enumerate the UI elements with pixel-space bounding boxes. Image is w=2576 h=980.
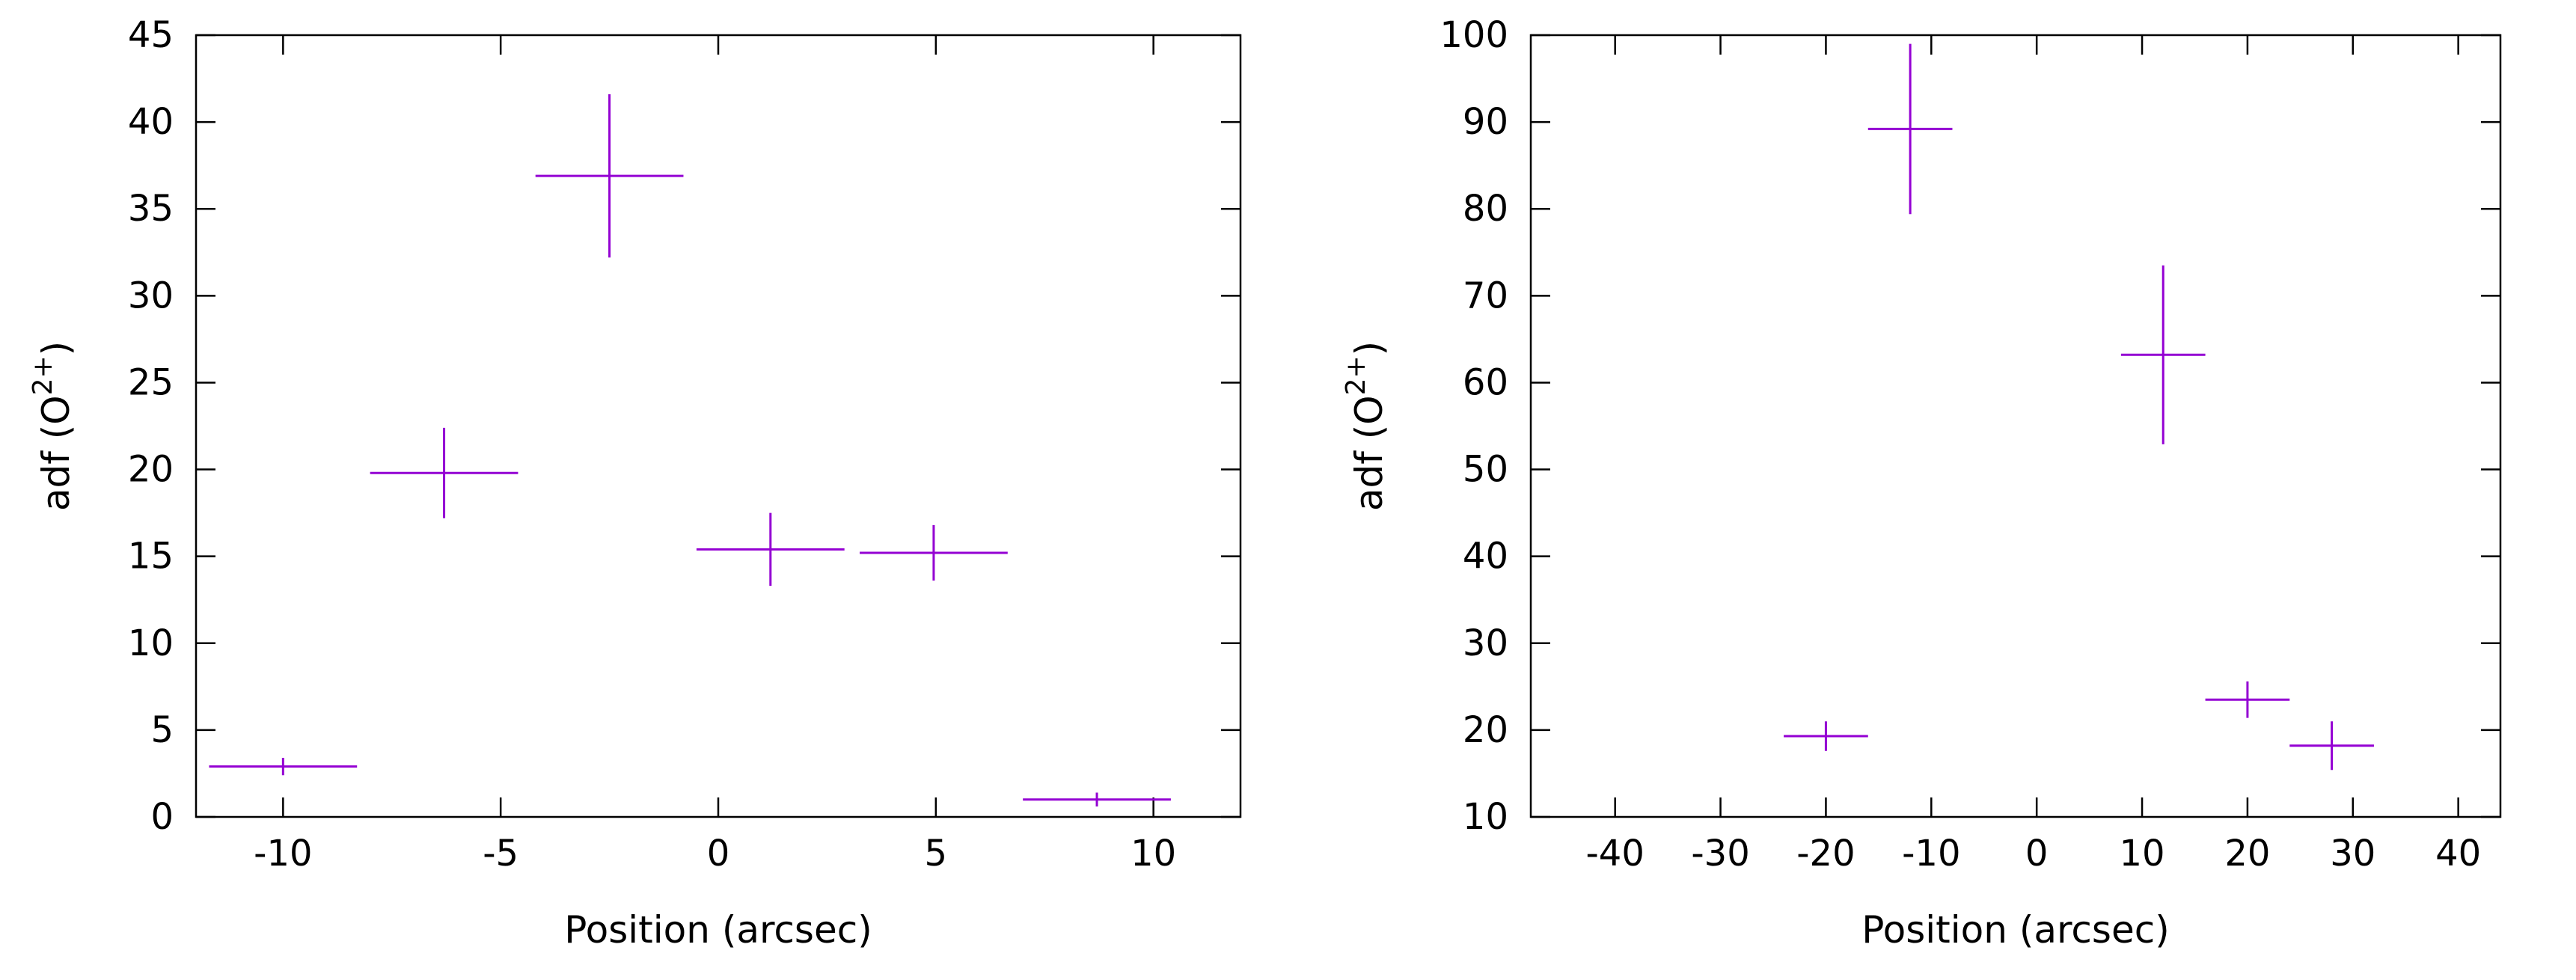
y-axis-label-superscript: 2+ <box>1341 355 1371 395</box>
y-tick-label: 10 <box>128 622 174 664</box>
x-tick-label: 0 <box>2025 833 2049 875</box>
y-tick-label: 45 <box>128 14 174 56</box>
y-tick-label: 40 <box>1463 536 1508 578</box>
y-tick-label: 0 <box>150 796 174 838</box>
data-point <box>209 758 358 776</box>
y-tick-label: 50 <box>1463 449 1508 491</box>
x-tick-label: -30 <box>1691 833 1749 875</box>
y-tick-label: 20 <box>1463 709 1508 751</box>
x-tick-label: 10 <box>1131 833 1176 875</box>
x-axis-label: Position (arcsec) <box>564 908 872 952</box>
right-chart-panel: 10 20 30 40 50 60 70 80 90 100 -40 -30 -20 -10 0 10 20 30… <box>1341 14 2502 952</box>
y-tick-label: 80 <box>1463 188 1508 230</box>
y-tick-label: 30 <box>128 275 174 316</box>
x-tick-label: -10 <box>254 833 312 875</box>
data-point <box>1867 43 1953 215</box>
data-point <box>696 512 845 587</box>
y-tick-label: 25 <box>128 361 174 403</box>
data-point <box>2205 681 2290 718</box>
y-tick-label: 15 <box>128 536 174 578</box>
y-tick-label: 90 <box>1463 101 1508 143</box>
y-tick-label: 60 <box>1463 361 1508 403</box>
y-tick-label: 70 <box>1463 275 1508 316</box>
y-axis-label-close: ) <box>34 341 78 356</box>
x-tick-label: -10 <box>1902 833 1960 875</box>
y-tick-label: 100 <box>1440 14 1508 56</box>
data-point <box>2120 265 2206 444</box>
x-tick-label: 10 <box>2120 833 2165 875</box>
y-tick-label: 5 <box>150 709 174 751</box>
x-tick-label: 5 <box>925 833 948 875</box>
y-tick-label: 20 <box>128 449 174 491</box>
plot-frame <box>1529 34 2502 818</box>
y-tick-label: 35 <box>128 188 174 230</box>
x-axis-label: Position (arcsec) <box>1861 908 2169 952</box>
data-point <box>370 427 518 518</box>
y-tick-label: 40 <box>128 101 174 143</box>
y-axis-label-base: adf (O <box>34 395 78 511</box>
x-tick-label: -5 <box>483 833 518 875</box>
y-axis-label: adf (O2+) <box>1341 341 1392 511</box>
y-tick-label: 10 <box>1463 796 1508 838</box>
x-tick-label: 30 <box>2330 833 2375 875</box>
left-chart-panel: 0 5 10 15 20 25 30 35 40 45 -10 -5 0 5 10 Position (arc… <box>28 14 1242 952</box>
x-tick-label: 0 <box>707 833 730 875</box>
data-point <box>535 94 684 258</box>
y-axis-label-close: ) <box>1347 341 1391 356</box>
x-tick-label: -40 <box>1585 833 1644 875</box>
data-point <box>1784 721 1868 751</box>
data-point <box>1023 792 1171 807</box>
data-point <box>2289 721 2374 771</box>
data-point <box>860 524 1008 581</box>
x-tick-label: -20 <box>1796 833 1855 875</box>
y-tick-label: 30 <box>1463 622 1508 664</box>
y-axis-label: adf (O2+) <box>28 341 79 511</box>
x-tick-label: 20 <box>2224 833 2270 875</box>
y-axis-label-superscript: 2+ <box>28 355 58 395</box>
y-axis-label-base: adf (O <box>1347 395 1391 511</box>
x-tick-label: 40 <box>2435 833 2481 875</box>
